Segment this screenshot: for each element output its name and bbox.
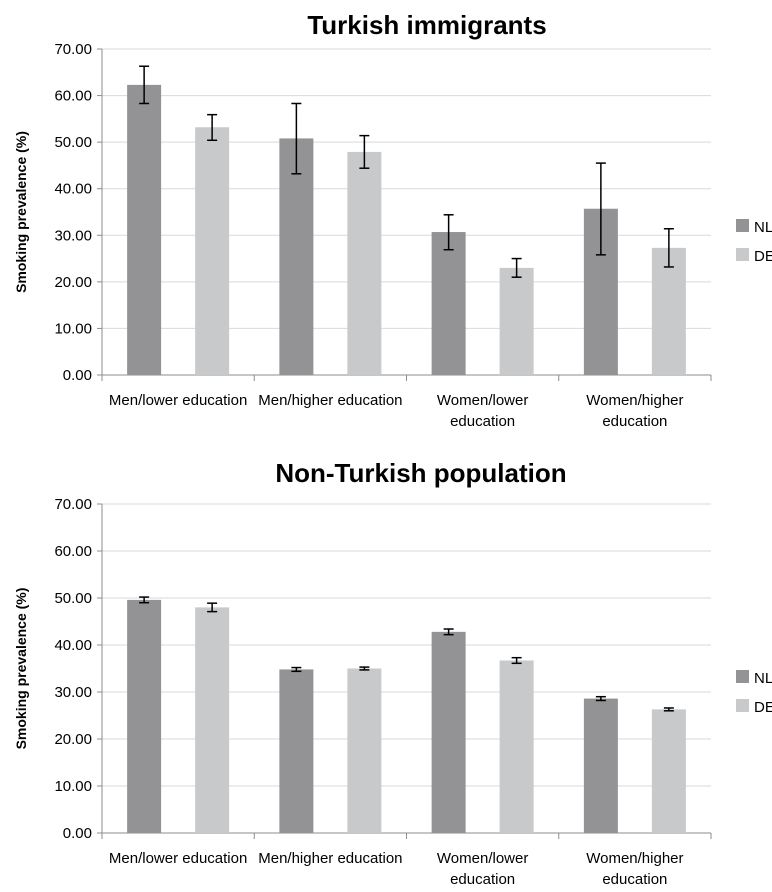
x-category-label: Women/higher bbox=[586, 850, 683, 867]
bar-de bbox=[499, 267, 534, 375]
y-tick-label: 10.00 bbox=[54, 320, 92, 337]
bar-de bbox=[195, 607, 230, 833]
legend-label-nl: NL bbox=[754, 219, 772, 236]
x-category-label: Men/higher education bbox=[258, 850, 402, 867]
chart-title: Turkish immigrants bbox=[307, 10, 546, 40]
bar-nl bbox=[127, 84, 162, 376]
x-category-label: Men/lower education bbox=[109, 850, 247, 867]
legend-label-nl: NL bbox=[754, 670, 772, 687]
bar-de bbox=[651, 247, 686, 375]
legend-swatch-nl bbox=[736, 219, 749, 232]
y-tick-label: 20.00 bbox=[54, 274, 92, 291]
legend-swatch-de bbox=[736, 699, 749, 712]
legend-label-de: DE bbox=[754, 699, 772, 716]
x-category-label: education bbox=[450, 413, 515, 430]
bar-de bbox=[651, 709, 686, 833]
y-tick-label: 50.00 bbox=[54, 134, 92, 151]
y-tick-label: 40.00 bbox=[54, 637, 92, 654]
x-category-label: Women/higher bbox=[586, 392, 683, 409]
y-tick-label: 70.00 bbox=[54, 41, 92, 58]
x-category-label: Women/lower bbox=[437, 850, 528, 867]
legend-swatch-nl bbox=[736, 670, 749, 683]
bar-de bbox=[347, 668, 382, 833]
x-category-label: education bbox=[602, 871, 667, 887]
y-tick-label: 0.00 bbox=[63, 367, 92, 384]
bar-de bbox=[347, 151, 382, 375]
bar-nl bbox=[431, 631, 466, 833]
y-tick-label: 30.00 bbox=[54, 227, 92, 244]
y-axis-label: Smoking prevalence (%) bbox=[13, 131, 29, 293]
x-category-label: Men/higher education bbox=[258, 392, 402, 409]
bar-nl bbox=[279, 138, 314, 375]
bar-nl bbox=[127, 599, 162, 833]
bar-nl bbox=[279, 669, 314, 833]
legend-label-de: DE bbox=[754, 248, 772, 265]
bar-de bbox=[499, 660, 534, 833]
y-tick-label: 0.00 bbox=[63, 825, 92, 842]
legend-swatch-de bbox=[736, 248, 749, 261]
y-axis-label: Smoking prevalence (%) bbox=[13, 588, 29, 750]
x-category-label: Men/lower education bbox=[109, 392, 247, 409]
x-category-label: Women/lower bbox=[437, 392, 528, 409]
chart-svg-non-turkish-population: Non-Turkish population 0.00 10.00 20.00 30.0… bbox=[13, 458, 772, 888]
y-tick-label: 50.00 bbox=[54, 590, 92, 607]
x-category-label: education bbox=[450, 871, 515, 887]
chart-title: Non-Turkish population bbox=[275, 458, 566, 488]
chart-non-turkish-population: Non-Turkish population 0.00 10.00 20.00 30.0… bbox=[0, 455, 772, 888]
y-tick-label: 30.00 bbox=[54, 684, 92, 701]
y-tick-label: 60.00 bbox=[54, 543, 92, 560]
y-tick-label: 20.00 bbox=[54, 731, 92, 748]
chart-turkish-immigrants: Turkish immigrants 0.00 10.00 20.00 30.00 40.… bbox=[0, 0, 772, 445]
y-tick-label: 70.00 bbox=[54, 496, 92, 513]
bar-nl bbox=[583, 698, 618, 833]
x-category-label: education bbox=[602, 413, 667, 430]
y-tick-label: 60.00 bbox=[54, 88, 92, 105]
bar-de bbox=[195, 127, 230, 376]
y-tick-label: 10.00 bbox=[54, 778, 92, 795]
chart-svg-turkish-immigrants: Turkish immigrants 0.00 10.00 20.00 30.00 40.… bbox=[13, 10, 772, 430]
bar-nl bbox=[431, 232, 466, 375]
y-tick-label: 40.00 bbox=[54, 181, 92, 198]
